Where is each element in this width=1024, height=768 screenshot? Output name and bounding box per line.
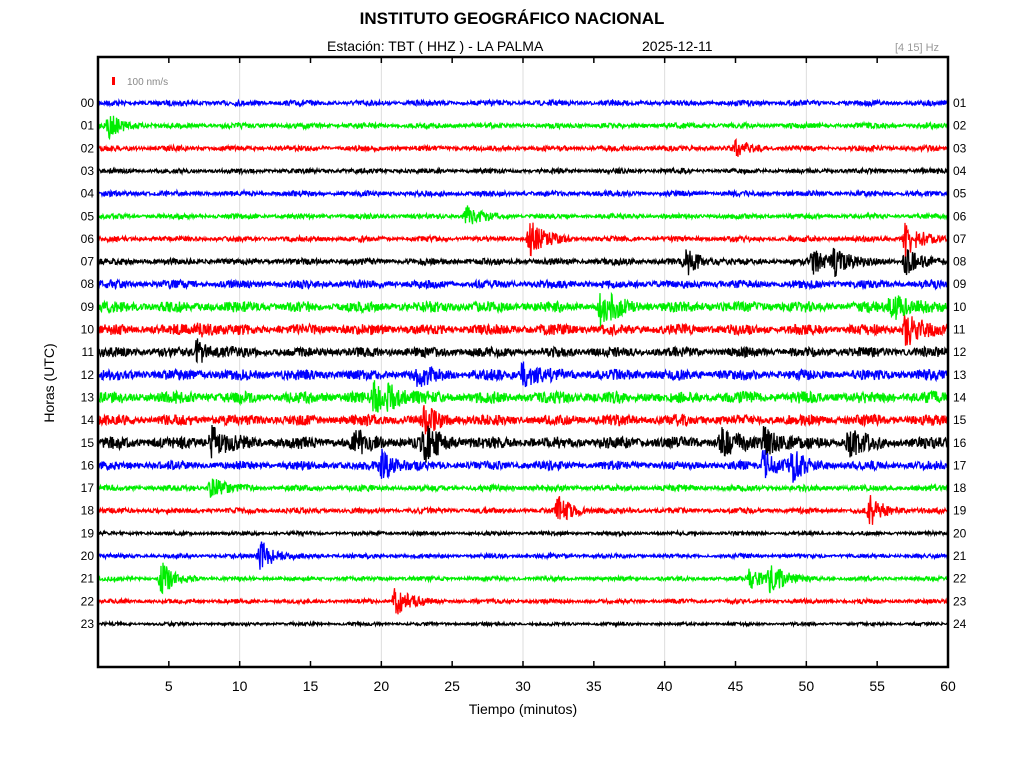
y-tick-left: 07: [81, 255, 95, 269]
trace-hour-05: [97, 205, 949, 225]
y-tick-left: 05: [81, 209, 95, 223]
y-tick-right: 21: [953, 549, 967, 563]
y-tick-right: 18: [953, 481, 967, 495]
trace-hour-23: [97, 619, 949, 629]
y-tick-right: 02: [953, 119, 967, 133]
y-tick-left: 03: [81, 164, 95, 178]
y-tick-left: 13: [81, 390, 95, 404]
y-tick-left: 01: [81, 119, 95, 133]
y-tick-left: 11: [82, 345, 95, 359]
y-tick-right: 06: [953, 209, 967, 223]
x-tick-label: 60: [940, 678, 956, 694]
y-tick-right: 05: [953, 187, 967, 201]
x-tick-label: 10: [232, 678, 248, 694]
trace-hour-14: [97, 405, 949, 435]
y-tick-left: 23: [81, 617, 95, 631]
trace-hour-21: [97, 562, 949, 595]
y-tick-right: 15: [953, 413, 967, 427]
y-tick-right: 03: [953, 141, 967, 155]
frequency-band-label: [4 15] Hz: [895, 42, 940, 54]
y-tick-left: 12: [81, 368, 95, 382]
x-tick-label: 40: [657, 678, 673, 694]
y-tick-left: 19: [81, 526, 95, 540]
trace-hour-01: [97, 115, 949, 141]
x-tick-label: 30: [515, 678, 531, 694]
trace-hour-09: [97, 291, 949, 328]
y-tick-left: 21: [81, 572, 95, 586]
y-tick-left: 06: [81, 232, 95, 246]
x-axis-label: Tiempo (minutos): [468, 701, 578, 717]
y-tick-right: 13: [953, 368, 967, 382]
y-tick-left: 02: [81, 141, 95, 155]
y-tick-left: 18: [81, 504, 95, 518]
y-tick-left: 14: [81, 413, 95, 427]
y-tick-right: 04: [953, 164, 967, 178]
x-tick-label: 20: [374, 678, 390, 694]
trace-hour-00: [97, 98, 949, 108]
trace-hour-20: [97, 541, 949, 570]
scale-label: 100 nm/s: [127, 77, 168, 88]
chart-title: INSTITUTO GEOGRÁFICO NACIONAL: [359, 9, 665, 28]
trace-hour-19: [97, 528, 949, 538]
y-tick-right: 19: [953, 504, 967, 518]
x-tick-label: 5: [165, 678, 173, 694]
y-tick-left: 04: [81, 187, 95, 201]
trace-hour-22: [97, 588, 949, 615]
trace-hour-18: [97, 495, 949, 525]
y-tick-right: 22: [953, 572, 967, 586]
trace-hour-08: [97, 278, 949, 291]
trace-hour-04: [97, 188, 949, 199]
y-tick-left: 22: [81, 594, 95, 608]
trace-hour-17: [97, 478, 949, 498]
trace-hour-07: [97, 247, 949, 278]
trace-hour-10: [97, 315, 949, 346]
y-tick-right: 17: [953, 458, 967, 472]
y-tick-right: 20: [953, 526, 967, 540]
trace-hour-11: [97, 338, 949, 364]
x-tick-label: 35: [586, 678, 602, 694]
y-tick-left: 17: [81, 481, 95, 495]
y-tick-left: 00: [81, 96, 95, 110]
y-tick-right: 09: [953, 277, 967, 291]
y-tick-left: 10: [81, 323, 95, 337]
x-tick-label: 55: [869, 678, 885, 694]
date-label: 2025-12-11: [642, 38, 713, 54]
y-tick-left: 08: [81, 277, 95, 291]
y-tick-right: 14: [953, 390, 967, 404]
x-tick-label: 15: [303, 678, 319, 694]
y-tick-right: 24: [953, 617, 967, 631]
trace-hour-15: [97, 424, 949, 463]
y-tick-right: 10: [953, 300, 967, 314]
trace-hour-16: [97, 448, 949, 483]
y-tick-right: 07: [953, 232, 967, 246]
trace-hour-03: [97, 166, 949, 176]
x-tick-label: 45: [728, 678, 744, 694]
x-tick-label: 25: [444, 678, 460, 694]
y-tick-left: 09: [81, 300, 95, 314]
trace-hour-02: [97, 137, 949, 157]
station-label: Estación: TBT ( HHZ ) - LA PALMA: [327, 38, 544, 54]
y-tick-left: 16: [81, 458, 95, 472]
scale-bar: [112, 77, 115, 85]
y-tick-left: 20: [81, 549, 95, 563]
y-tick-right: 16: [953, 436, 967, 450]
trace-hour-12: [97, 361, 949, 388]
y-tick-right: 23: [953, 594, 967, 608]
y-tick-right: 08: [953, 255, 967, 269]
x-tick-label: 50: [799, 678, 815, 694]
y-tick-right: 12: [953, 345, 967, 359]
trace-hour-06: [97, 222, 949, 258]
y-tick-right: 11: [953, 323, 966, 337]
y-tick-left: 15: [81, 436, 95, 450]
trace-hour-13: [97, 380, 949, 413]
y-tick-right: 01: [953, 96, 967, 110]
